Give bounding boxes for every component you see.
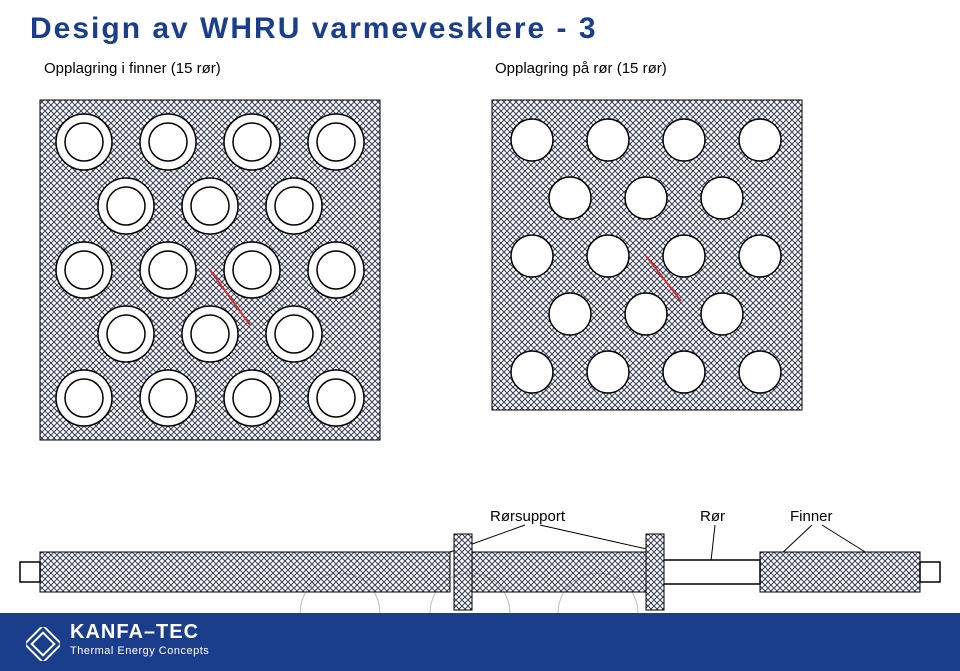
footer-brand: KANFA–TEC [70,621,199,644]
label-finner: Finner [790,508,833,525]
footer-bar: KANFA–TEC Thermal Energy Concepts [0,613,960,671]
logo-icon [26,627,60,661]
label-rorsupport: Rørsupport [490,508,565,525]
footer-tagline: Thermal Energy Concepts [70,645,209,657]
diagram-svg [0,0,960,671]
label-ror: Rør [700,508,725,525]
